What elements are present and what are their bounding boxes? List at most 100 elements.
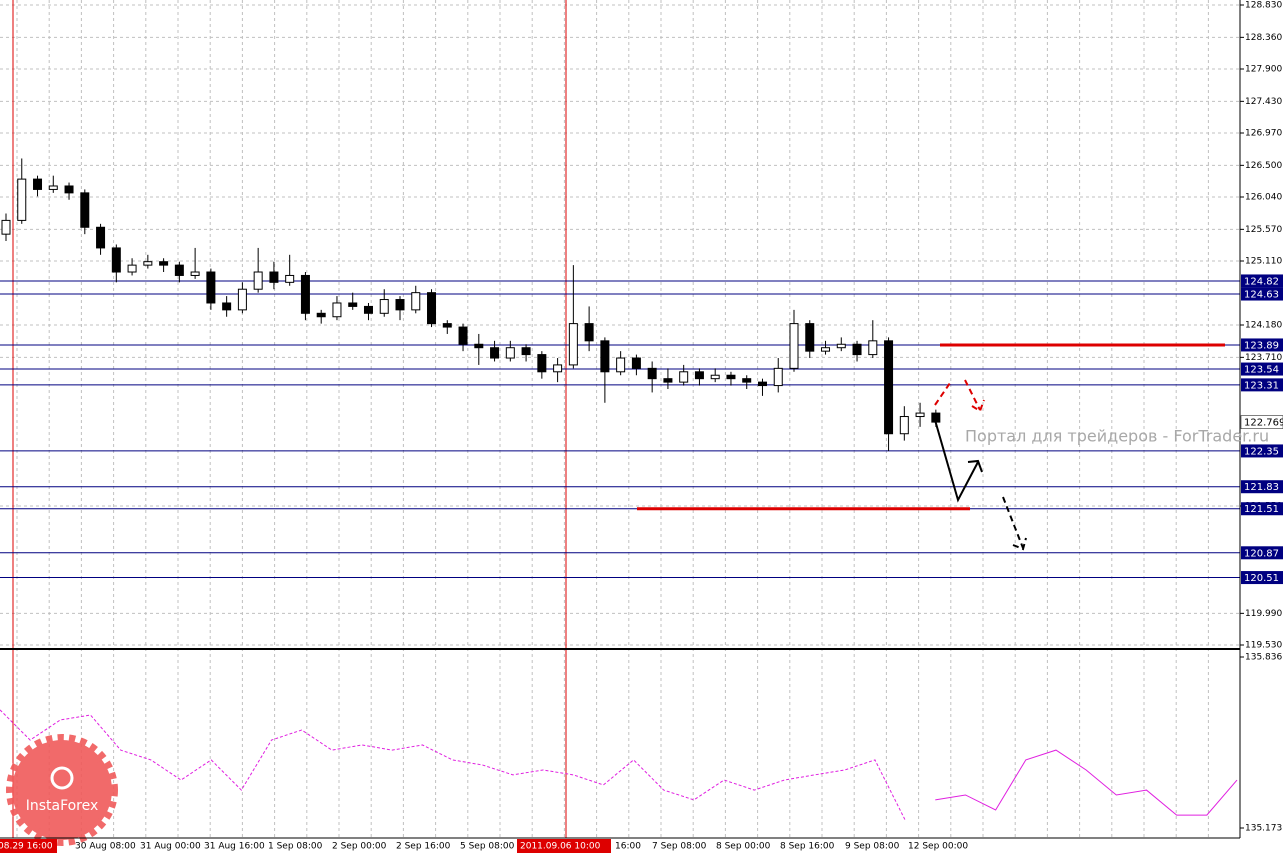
- y-tick-label: 127.430: [1245, 97, 1282, 107]
- candle-body: [427, 292, 437, 325]
- x-tick-label: 8 Sep 16:00: [780, 842, 835, 852]
- x-tick-label: 8 Sep 00:00: [716, 842, 771, 852]
- level-label: 123.54: [1244, 365, 1279, 376]
- x-tick-label: 1 Sep 08:00: [268, 842, 323, 852]
- y-tick-label: 119.530: [1245, 641, 1282, 651]
- candle-body: [789, 323, 799, 369]
- level-label-box: [1241, 546, 1283, 560]
- candle-body: [647, 367, 657, 380]
- level-label: 123.31: [1244, 380, 1279, 391]
- logo: InstaForex: [6, 734, 118, 846]
- watermark: Портал для трейдеров - ForTrader.ru: [965, 427, 1269, 446]
- y-tick-label: 126.500: [1245, 161, 1282, 171]
- arrow: [934, 419, 983, 503]
- x-tick-label: 12 Sep 00:00: [908, 842, 968, 852]
- candle-body: [411, 292, 421, 311]
- candle-body: [48, 185, 58, 190]
- candle-body: [363, 305, 373, 314]
- candle-body: [710, 374, 720, 380]
- candle-body: [600, 340, 610, 373]
- candle-body: [868, 340, 878, 356]
- candle-body: [127, 264, 137, 273]
- x-tick-label: 31 Aug 00:00: [140, 842, 201, 852]
- candle-body: [616, 357, 626, 373]
- x-tick-label: 16:00: [615, 842, 641, 852]
- candle-body: [884, 340, 894, 435]
- candle-body: [852, 343, 862, 356]
- logo-badge: [6, 734, 118, 846]
- arrow: [934, 382, 951, 406]
- x-tick-label: 08.29 16:00: [0, 842, 53, 852]
- current-price-box: [1240, 415, 1283, 429]
- candle-body: [742, 378, 752, 383]
- y-tick-label: 135.173: [1245, 824, 1282, 834]
- y-tick-label: 126.970: [1245, 129, 1282, 139]
- candle-body: [111, 247, 121, 273]
- candle-body: [553, 364, 563, 373]
- level-label-box: [1241, 502, 1283, 516]
- candle-body: [253, 271, 263, 290]
- candle-body: [474, 343, 484, 349]
- y-tick-label: 128.830: [1245, 1, 1282, 11]
- candle-body: [159, 261, 169, 266]
- candle-body: [899, 416, 909, 435]
- candle-body: [679, 371, 689, 383]
- candle-body: [836, 343, 846, 349]
- grid: [0, 0, 1240, 838]
- candle-body: [568, 323, 578, 366]
- candle-body: [237, 288, 247, 311]
- x-tick-label: 2 Sep 00:00: [332, 842, 387, 852]
- indicator-line: [0, 709, 906, 821]
- level-label: 120.51: [1244, 573, 1279, 584]
- x-tick-label: 2 Sep 16:00: [396, 842, 451, 852]
- level-label: 122.35: [1244, 446, 1279, 457]
- x-tick-label: 7 Sep 08:00: [652, 842, 707, 852]
- candle-body: [269, 271, 279, 283]
- candle-body: [490, 347, 500, 359]
- candle-body: [285, 274, 295, 283]
- candle-body: [458, 326, 468, 345]
- level-label: 124.82: [1244, 276, 1279, 287]
- level-label: 121.51: [1244, 504, 1279, 515]
- candle-body: [316, 312, 326, 318]
- candle-body: [915, 412, 925, 418]
- candle-body: [222, 302, 232, 311]
- level-label-box: [1241, 480, 1283, 494]
- candle-body: [332, 302, 342, 318]
- arrow: [964, 379, 985, 413]
- y-tick-label: 123.710: [1245, 353, 1282, 363]
- forecast-arrows: [934, 379, 1027, 551]
- level-label-box: [1241, 287, 1283, 301]
- candle-body: [206, 271, 216, 304]
- level-label-box: [1241, 338, 1283, 352]
- candle-body: [631, 357, 641, 369]
- level-label: 123.89: [1244, 340, 1279, 351]
- x-tick-label: 9 Sep 08:00: [845, 842, 900, 852]
- candle-body: [805, 323, 815, 352]
- candle-body: [726, 374, 736, 380]
- y-tick-label: 124.180: [1245, 321, 1282, 331]
- level-label-box: [1241, 274, 1283, 288]
- y-tick-label: 128.360: [1245, 33, 1282, 43]
- level-label: 120.87: [1244, 548, 1279, 559]
- y-tick-label: 119.990: [1245, 609, 1282, 619]
- candle-body: [1, 219, 11, 235]
- x-tick-label: 2011.09.06 10:00: [520, 842, 601, 852]
- level-label: 121.83: [1244, 482, 1279, 493]
- candle-body: [442, 323, 452, 328]
- candle-body: [757, 381, 767, 387]
- candle-body: [80, 192, 90, 228]
- candle-body: [64, 185, 74, 194]
- level-label: 124.63: [1244, 290, 1279, 301]
- level-label-box: [1241, 378, 1283, 392]
- x-tick-label: 30 Aug 08:00: [75, 842, 136, 852]
- candle-body: [395, 299, 405, 311]
- candle-body: [521, 347, 531, 356]
- time-label-box: [0, 839, 57, 853]
- candle-body: [33, 178, 43, 190]
- candle-body: [174, 264, 184, 276]
- candle-body: [505, 347, 515, 359]
- candle-body: [379, 299, 389, 314]
- candle-body: [143, 261, 153, 266]
